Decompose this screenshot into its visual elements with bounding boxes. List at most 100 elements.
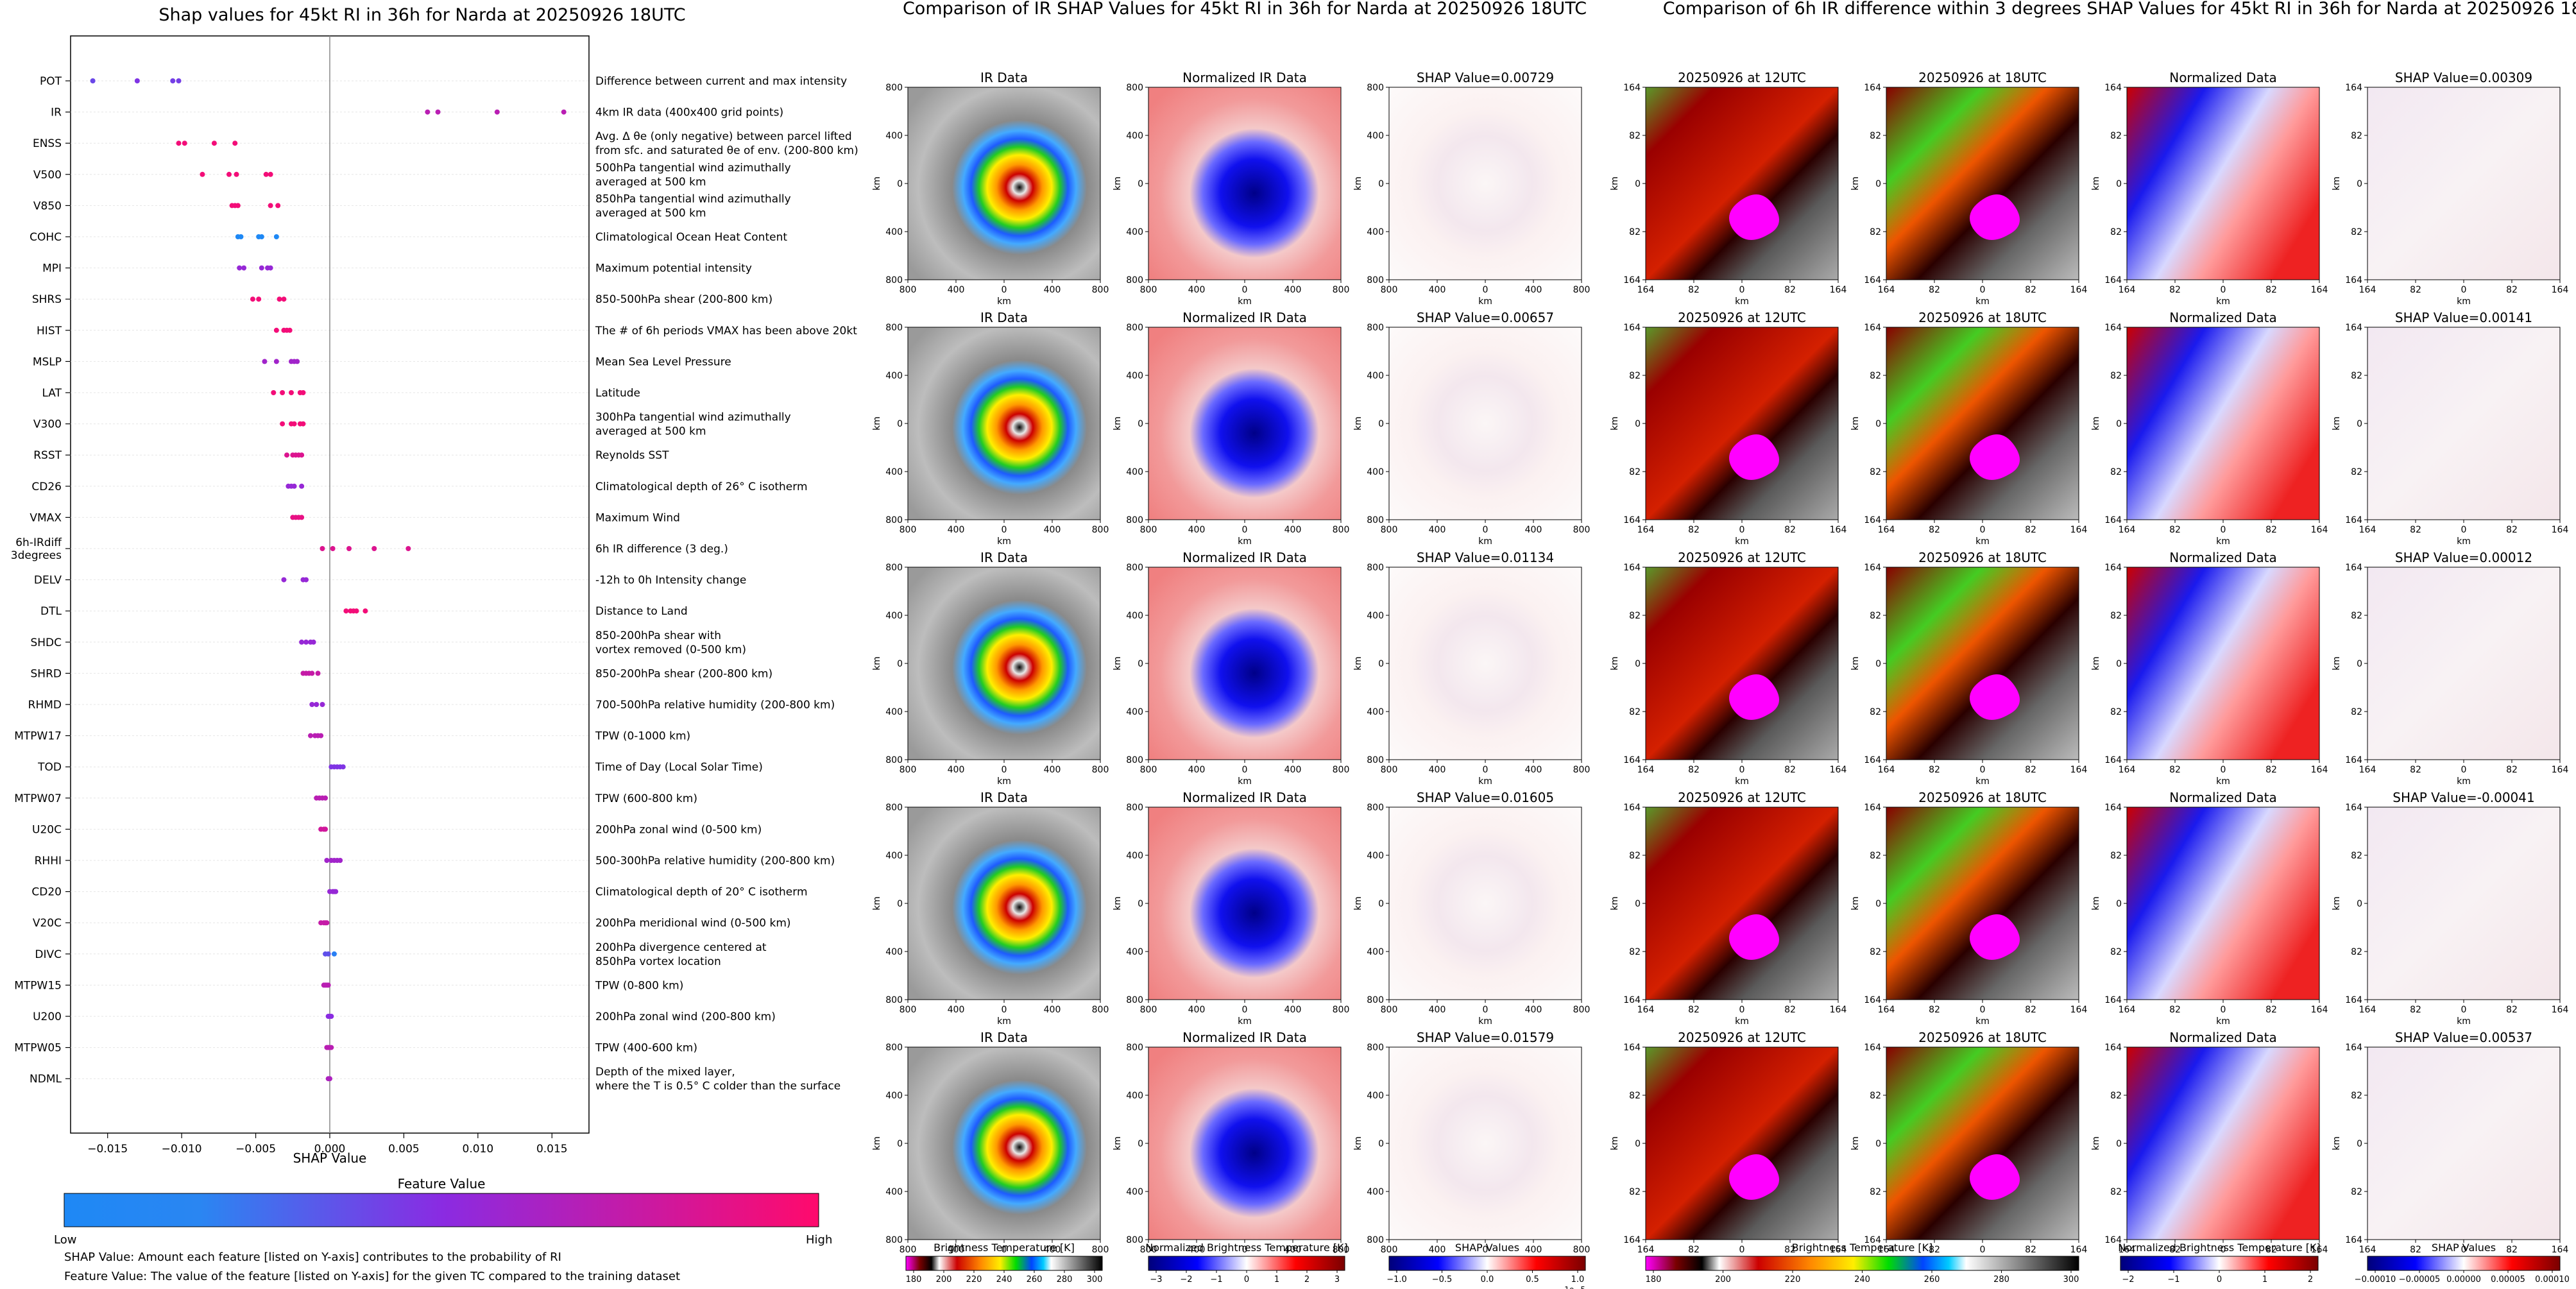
image-x-tick-label: 82: [2265, 765, 2277, 775]
shap-point: [288, 390, 294, 395]
image-x-tick-label: 164: [1830, 285, 1847, 295]
ir-shap-map-title: SHAP Value=0.00729: [1417, 70, 1554, 85]
image-y-tick-label: 400: [1367, 371, 1384, 381]
image-y-tick-label: 82: [1870, 707, 1881, 717]
image-y-label: km: [1610, 896, 1620, 910]
image-x-tick-label: 400: [1525, 1005, 1542, 1015]
shap-point: [323, 826, 328, 832]
image-y-tick-label: 164: [1864, 755, 1881, 765]
image-y-tick-label: 164: [2345, 323, 2362, 333]
image-y-label: km: [2332, 896, 2342, 910]
shap-point: [300, 390, 306, 395]
image-x-label: km: [1975, 776, 1990, 787]
irdiff-shap-map-image: [2367, 567, 2561, 760]
shap-point: [281, 577, 287, 583]
shap-point: [241, 265, 247, 271]
image-y-tick-label: 0: [1875, 179, 1881, 189]
image-y-tick-label: 0: [2357, 659, 2362, 669]
image-y-tick-label: 164: [2345, 995, 2362, 1005]
feature-description: -12h to 0h Intensity change: [595, 574, 746, 587]
image-y-tick-label: 400: [885, 947, 903, 957]
image-x-tick-label: 400: [1044, 1245, 1061, 1255]
irdiff-shap-map-title: SHAP Value=0.00141: [2395, 310, 2532, 325]
image-y-tick-label: 400: [885, 1091, 903, 1101]
image-y-tick-label: 0: [1875, 659, 1881, 669]
image-x-tick-label: 82: [2265, 1005, 2277, 1015]
shap-x-label: SHAP Value: [293, 1150, 367, 1166]
colorbar-tick-label: 1: [1274, 1275, 1279, 1285]
image-y-tick-label: 0: [897, 179, 903, 189]
colorbar-tick-label: 0.0: [1481, 1275, 1494, 1285]
image-y-tick-label: 164: [2104, 323, 2122, 333]
image-x-label: km: [2457, 296, 2471, 307]
shap-point: [281, 296, 287, 302]
irdiff-colorbars: Brightness Temperature [K]180 200 220 240 26…: [1645, 1242, 2570, 1285]
ir-18utc-title: 20250926 at 18UTC: [1918, 790, 2047, 805]
shap-point: [268, 203, 273, 209]
image-x-tick-label: 0: [1483, 525, 1488, 535]
image-y-label: km: [872, 896, 882, 910]
image-y-tick-label: 0: [1635, 419, 1641, 429]
image-y-tick-label: 800: [1126, 323, 1143, 333]
image-y-tick-label: 82: [2110, 707, 2122, 717]
image-x-tick-label: 82: [2025, 285, 2036, 295]
image-x-tick-label: 164: [2070, 765, 2088, 775]
feature-code-label: MSLP: [33, 355, 62, 368]
cold-cloud-blob: [1729, 194, 1779, 240]
shap-point: [307, 733, 313, 738]
shap-point: [271, 390, 277, 395]
irdiff-shap-title: Comparison of 6h IR difference within 3 …: [1663, 0, 2576, 19]
image-y-tick-label: 164: [1623, 995, 1641, 1005]
shap-point: [200, 171, 205, 177]
shap-point: [354, 608, 359, 614]
image-x-label: km: [997, 1016, 1011, 1027]
ir-shap-colorbar: [1388, 1256, 1586, 1271]
shap-point: [331, 951, 337, 957]
image-y-tick-label: 0: [897, 659, 903, 669]
image-y-tick-label: 800: [885, 995, 903, 1005]
irdiff-normalized-colorbar: [2120, 1256, 2319, 1271]
image-x-tick-label: 164: [1878, 525, 1895, 535]
colorbar-tick-label: 220: [966, 1275, 982, 1285]
ir-data-image: [907, 1046, 1101, 1240]
image-x-tick-label: 82: [1784, 1245, 1796, 1255]
colorbar-tick-label: 2: [2308, 1275, 2313, 1285]
image-x-label: km: [997, 296, 1011, 307]
image-y-label: km: [1113, 656, 1123, 670]
ir-12utc-title: 20250926 at 12UTC: [1678, 1030, 1806, 1045]
image-x-tick-label: 400: [1044, 1005, 1061, 1015]
ir-18utc-image: [1886, 87, 2079, 280]
feature-description: 300hPa tangential wind azimuthally: [595, 411, 791, 424]
image-x-tick-label: 82: [1929, 285, 1940, 295]
shap-points: [90, 78, 567, 1082]
image-y-tick-label: 82: [1870, 851, 1881, 861]
feature-code-label: VMAX: [30, 511, 62, 524]
colorbar-tick-label: 260: [1924, 1275, 1940, 1285]
image-y-label: km: [1113, 896, 1123, 910]
feature-description: 200hPa zonal wind (0-500 km): [595, 823, 762, 836]
image-y-tick-label: 800: [1126, 1235, 1143, 1245]
feature-description: 850hPa tangential wind azimuthally: [595, 192, 791, 205]
image-y-tick-label: 0: [897, 419, 903, 429]
image-x-tick-label: 0: [2461, 1245, 2467, 1255]
image-x-tick-label: 0: [1980, 525, 1986, 535]
image-y-tick-label: 164: [1864, 515, 1881, 525]
image-x-tick-label: 82: [2410, 1005, 2421, 1015]
image-x-tick-label: 82: [2169, 285, 2181, 295]
shap-point: [371, 546, 377, 551]
x-tick-label: 0.005: [388, 1143, 420, 1156]
ir-data-image: [907, 807, 1101, 1000]
feature-description: 700-500hPa relative humidity (200-800 km…: [595, 699, 835, 712]
image-x-label: km: [1478, 536, 1492, 547]
feature-description: TPW (600-800 km): [595, 792, 697, 805]
colorbar-tick-label: −0.00005: [2399, 1275, 2441, 1285]
image-y-tick-label: 0: [1875, 419, 1881, 429]
image-y-tick-label: 400: [1367, 1187, 1384, 1197]
image-x-tick-label: 800: [900, 765, 917, 775]
image-y-tick-label: 82: [2110, 851, 2122, 861]
irdiff-shap-map-image: [2367, 327, 2561, 520]
shap-point: [320, 702, 325, 707]
image-x-tick-label: 164: [2359, 285, 2376, 295]
image-x-tick-label: 0: [2461, 765, 2467, 775]
ir-data-title: IR Data: [980, 310, 1028, 325]
